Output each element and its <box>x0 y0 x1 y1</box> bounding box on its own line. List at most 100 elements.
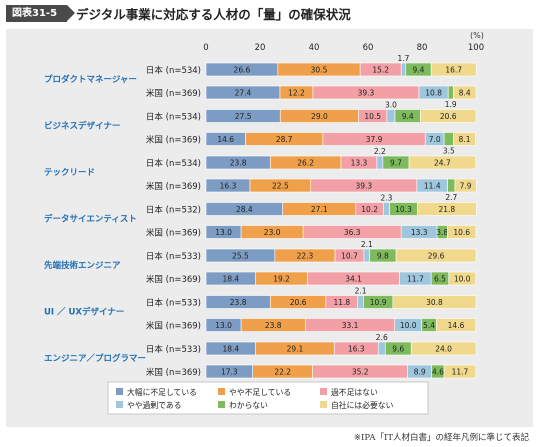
row-label: 日本 (n=533) <box>146 298 201 309</box>
data-label: 37.9 <box>366 135 383 144</box>
bar-segment <box>400 62 407 77</box>
data-label: 26.2 <box>297 159 314 168</box>
data-label: 16.7 <box>445 66 462 75</box>
data-label: 6.5 <box>434 275 446 284</box>
row-label: 日本 (n=534) <box>146 112 201 123</box>
category-label: プロダクトマネージャー <box>44 74 137 85</box>
bar-segment <box>408 155 477 170</box>
data-label: 28.7 <box>276 135 293 144</box>
data-label: 26.6 <box>234 66 251 75</box>
data-label: 10.5 <box>364 112 381 121</box>
legend-box <box>107 381 429 415</box>
row-label: 日本 (n=533) <box>146 251 201 262</box>
bar-segment <box>386 109 396 123</box>
data-label: 7.0 <box>429 135 441 144</box>
data-label: 2.1 <box>355 287 367 296</box>
data-label: 33.1 <box>342 321 359 330</box>
data-label: 10.7 <box>341 252 358 261</box>
legend-label: 自社には必要ない <box>331 400 394 410</box>
data-label: 24.0 <box>435 345 452 354</box>
data-label: 9.8 <box>377 252 389 261</box>
bar-segment <box>420 109 477 123</box>
chart-panel: (%) 0 20 40 60 80 100 プロダクトマネージャー 日本 (n=534) 26.6… <box>6 29 533 427</box>
data-label: 23.8 <box>230 159 247 168</box>
data-label: 12.2 <box>288 89 305 98</box>
category-label: テックリード <box>44 167 95 178</box>
data-label: 2.3 <box>381 194 393 203</box>
data-label: 10.8 <box>425 89 442 98</box>
data-label: 5.4 <box>423 321 435 330</box>
data-label: 8.9 <box>414 368 426 377</box>
data-label: 27.5 <box>235 112 252 121</box>
data-label: 10.0 <box>454 275 471 284</box>
data-label: 23.8 <box>265 321 282 330</box>
data-label: 15.2 <box>372 66 389 75</box>
data-label: 14.6 <box>217 135 234 144</box>
data-label: 13.0 <box>215 228 232 237</box>
legend-swatch <box>116 388 123 395</box>
bar-segment <box>417 202 477 216</box>
bar-segment <box>448 271 477 286</box>
data-label: 39.3 <box>358 89 375 98</box>
source-note: ※IPA「IT人材白書」の経年凡例に準じて表記 <box>353 433 529 443</box>
x-tick-label: 0 <box>203 43 208 53</box>
data-label: 8.1 <box>459 135 471 144</box>
legend-label: やや過剰である <box>127 400 182 410</box>
data-label: 29.1 <box>287 345 304 354</box>
data-label: 27.4 <box>235 89 252 98</box>
data-label: 21.8 <box>438 205 455 214</box>
legend-swatch <box>218 401 225 408</box>
data-label: 9.4 <box>402 112 414 121</box>
data-label: 10.3 <box>395 205 412 214</box>
row-label: 日本 (n=532) <box>146 205 201 216</box>
data-label: 30.8 <box>426 298 443 307</box>
data-label: 11.4 <box>424 182 441 191</box>
row-label: 米国 (n=369) <box>146 274 201 285</box>
data-label: 30.5 <box>311 66 328 75</box>
data-label: 2.6 <box>376 333 388 342</box>
bar-segment <box>453 132 476 146</box>
legend-swatch <box>320 401 327 408</box>
data-label: 4.6 <box>432 368 444 377</box>
bar-segment <box>383 202 390 216</box>
x-tick-label: 100 <box>468 43 484 53</box>
row-label: 日本 (n=533) <box>146 344 201 355</box>
row-label: 米国 (n=369) <box>146 367 201 378</box>
data-label: 11.7 <box>407 275 424 284</box>
data-label: 28.4 <box>236 205 253 214</box>
bar-segment <box>453 85 477 100</box>
data-label: 16.3 <box>348 345 365 354</box>
data-label: 14.6 <box>448 321 465 330</box>
data-label: 3.8 <box>436 228 448 237</box>
data-label: 22.3 <box>297 252 314 261</box>
data-label: 2.2 <box>374 147 386 156</box>
data-label: 39.3 <box>355 182 372 191</box>
percent-unit-label: (%) <box>470 31 484 40</box>
data-label: 9.7 <box>390 159 402 168</box>
data-label: 25.5 <box>232 252 249 261</box>
data-label: 18.4 <box>222 275 239 284</box>
data-label: 13.3 <box>351 159 368 168</box>
data-label: 9.6 <box>392 345 404 354</box>
data-label: 2.7 <box>445 193 457 202</box>
data-label: 36.3 <box>344 228 361 237</box>
data-label: 27.1 <box>311 205 328 214</box>
bar-segment <box>357 295 364 309</box>
bar-segment <box>410 341 477 356</box>
data-label: 18.4 <box>222 345 239 354</box>
data-label: 29.6 <box>428 252 445 261</box>
data-label: 13.3 <box>411 228 428 237</box>
legend-swatch <box>116 401 123 408</box>
row-label: 米国 (n=369) <box>146 321 201 332</box>
row-label: 米国 (n=369) <box>146 181 201 192</box>
bar-segment <box>447 225 477 239</box>
data-label: 22.5 <box>272 182 289 191</box>
data-label: 3.5 <box>443 147 455 156</box>
category-label: 先端技術エンジニア <box>44 260 121 271</box>
row-label: 米国 (n=369) <box>146 88 201 99</box>
figure-number-badge: 図表31-5 <box>6 5 76 22</box>
legend-swatch <box>218 388 225 395</box>
bar-segment <box>447 85 454 100</box>
x-tick-label: 40 <box>309 43 320 53</box>
